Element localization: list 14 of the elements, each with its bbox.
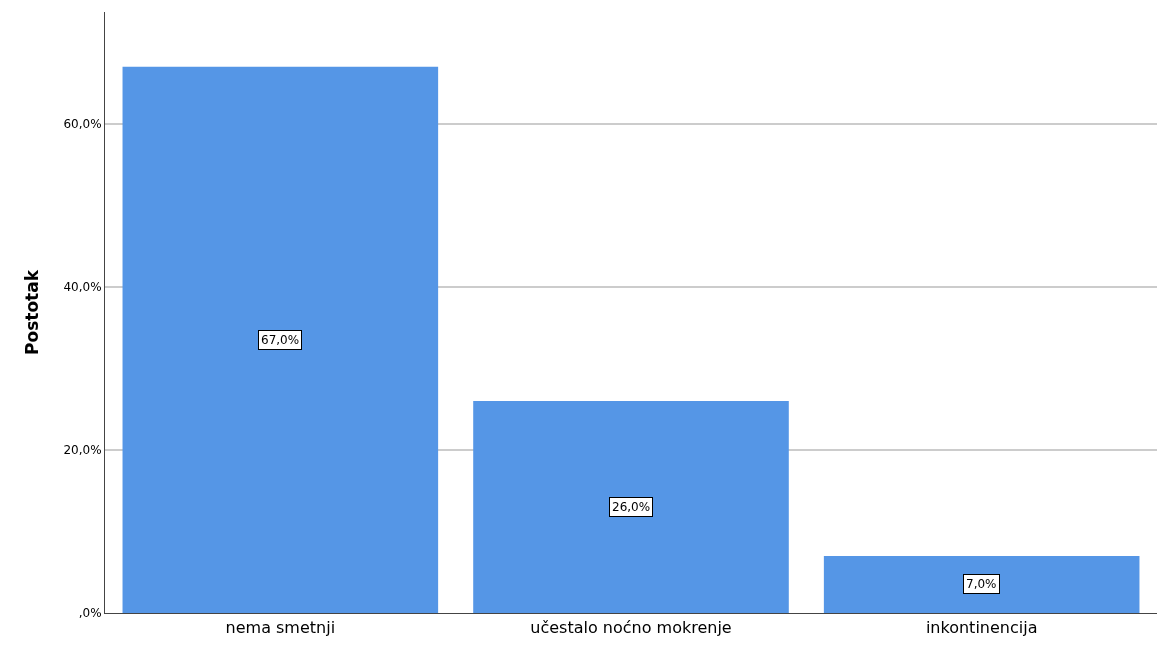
y-tick-label: 20,0% xyxy=(63,443,102,458)
y-tick-label: 60,0% xyxy=(63,116,102,131)
bar xyxy=(122,66,439,613)
y-axis-title: Postotak xyxy=(22,269,43,355)
x-tick-label: nema smetnji xyxy=(225,618,336,638)
y-tick-label: ,0% xyxy=(78,606,102,621)
data-label: 7,0% xyxy=(966,577,997,591)
bar xyxy=(823,555,1140,613)
x-tick-label: učestalo noćno mokrenje xyxy=(530,618,732,638)
x-tick-label: inkontinencija xyxy=(925,618,1038,638)
y-tick-label: 40,0% xyxy=(63,280,102,295)
data-label: 67,0% xyxy=(261,333,300,347)
data-label: 26,0% xyxy=(612,500,651,514)
bar xyxy=(473,400,789,613)
